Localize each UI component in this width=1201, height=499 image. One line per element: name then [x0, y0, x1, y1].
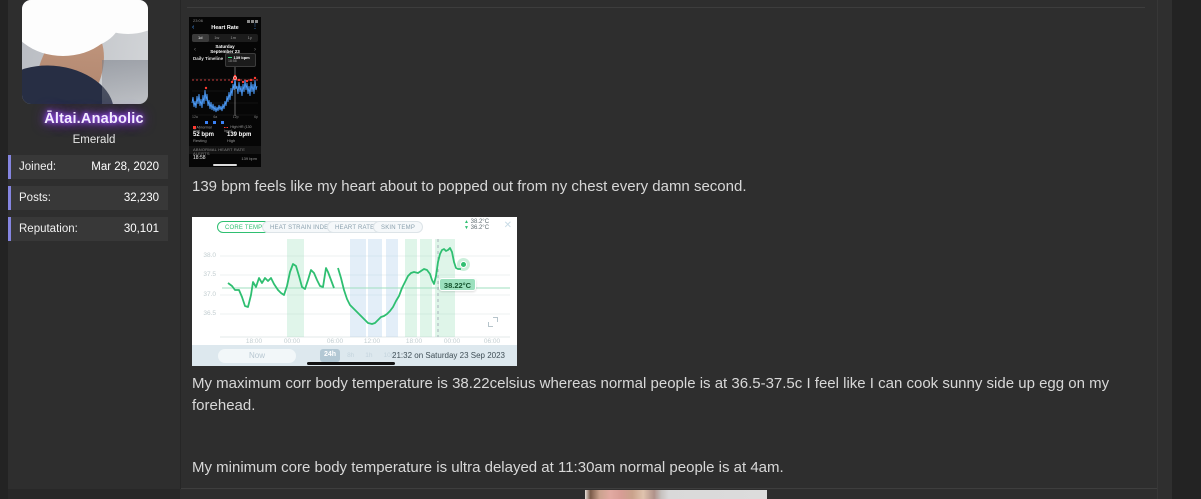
- avatar[interactable]: [22, 0, 148, 104]
- stat-row-joined: Joined: Mar 28, 2020: [8, 155, 168, 179]
- stat-row-reputation: Reputation: 30,101: [8, 217, 168, 241]
- post-paragraph-2: My maximum corr body temperature is 38.2…: [192, 375, 1110, 414]
- min-icon: ▼: [464, 225, 469, 231]
- heart-rate-screenshot-attachment[interactable]: 23:06 ‹ Heart Rate ⋮ 1d 1w 1m 1y ‹ › Sat…: [189, 17, 261, 167]
- chart-timestamp: 21:32 on Saturday 23 Sep 2023: [392, 350, 505, 360]
- post-gap: [8, 489, 180, 499]
- alert-markers: [205, 121, 224, 124]
- phone-status-time: 23:06: [193, 18, 204, 23]
- tab-skin-temp[interactable]: SKIN TEMP: [373, 221, 424, 233]
- post-bottom-divider: [181, 488, 1157, 489]
- x-tick: 06:00: [483, 338, 501, 345]
- post-top-divider: [187, 7, 1145, 8]
- right-rail: [1157, 0, 1172, 499]
- heart-rate-title: Heart Rate: [211, 25, 239, 31]
- x-tick: 00:00: [283, 338, 301, 345]
- post-paragraph-3: My minimum core body temperature is ultr…: [192, 459, 784, 476]
- author-username[interactable]: Āltai.Anabolic: [44, 111, 144, 127]
- y-tick: 38.0: [203, 252, 216, 259]
- abnormal-alert-row: 18:58 139 bpm: [193, 155, 257, 161]
- core-temp-screenshot-attachment[interactable]: CORE TEMP HEAT STRAIN INDEX HEART RATE S…: [192, 217, 517, 366]
- fullscreen-icon[interactable]: [488, 317, 498, 327]
- x-tick: 00:00: [443, 338, 461, 345]
- stat-label: Reputation:: [19, 223, 78, 235]
- heart-rate-x-axis: 12a 6a 12p 6p: [192, 115, 258, 119]
- current-temp-tooltip: 38.22°C: [439, 278, 476, 291]
- y-tick: 37.0: [203, 291, 216, 298]
- x-tick: 12:00: [363, 338, 381, 345]
- sidebar-divider: [180, 0, 181, 489]
- heart-rate-date: Saturday September 23: [210, 44, 240, 54]
- next-day-icon: ›: [254, 47, 256, 53]
- partial-attachment-image[interactable]: [585, 490, 767, 499]
- post-paragraph-1: 139 bpm feels like my heart about to pop…: [192, 178, 747, 195]
- core-temp-chart: [220, 239, 510, 338]
- range-selector[interactable]: 24h 8h 1h 10m: [320, 349, 400, 362]
- y-tick: 36.5: [203, 310, 216, 317]
- menu-icon: ⋮: [252, 24, 258, 30]
- current-point-marker: [457, 258, 470, 271]
- daily-timeline-label: Daily Timeline: [193, 56, 224, 61]
- max-icon: ▲: [464, 219, 469, 225]
- avatar-photo-shadow: [102, 60, 148, 104]
- min-max-readout: ▲ 38.2°C ▼ 36.2°C: [464, 219, 490, 231]
- stat-value: 30,101: [123, 223, 159, 235]
- heart-rate-legend: Abnormal Alert High HR (130 bpm): [193, 125, 259, 134]
- forum-post: Āltai.Anabolic Emerald Joined: Mar 28, 2…: [8, 0, 1172, 499]
- post-author-sidebar: Āltai.Anabolic Emerald Joined: Mar 28, 2…: [8, 0, 180, 499]
- phone-status-icons: [247, 20, 258, 23]
- abnormal-alerts-header: ABNORMAL HEART RATE ALERTS: [189, 146, 261, 156]
- back-icon: ‹: [192, 24, 195, 31]
- post-body: 23:06 ‹ Heart Rate ⋮ 1d 1w 1m 1y ‹ › Sat…: [181, 0, 1157, 499]
- heart-rate-period-tabs: 1d 1w 1m 1y: [192, 34, 258, 42]
- x-tick: 18:00: [245, 338, 263, 345]
- stat-label: Posts:: [19, 192, 51, 204]
- stat-row-posts: Posts: 32,230: [8, 186, 168, 210]
- x-tick: 18:00: [405, 338, 423, 345]
- author-rank-badge: Emerald: [72, 134, 116, 146]
- home-indicator: [307, 362, 395, 365]
- stat-value: Mar 28, 2020: [91, 161, 159, 173]
- stat-label: Joined:: [19, 161, 57, 173]
- x-tick: 06:00: [326, 338, 344, 345]
- resting-hr-stat: 52 bpm Resting: [193, 132, 215, 143]
- y-tick: 37.5: [203, 271, 216, 278]
- heart-rate-tooltip: 139 bpm 18:58: [225, 53, 256, 67]
- chart-bottom-bar: Now 24h 8h 1h 10m 21:32 on Saturday 23 S…: [192, 345, 517, 366]
- high-hr-stat: 139 bpm High: [227, 132, 252, 143]
- home-indicator: [213, 163, 237, 166]
- tab-heat-strain-index[interactable]: HEAT STRAIN INDEX: [262, 221, 341, 233]
- stat-value: 32,230: [123, 192, 159, 204]
- prev-day-icon: ‹: [194, 47, 196, 53]
- close-icon[interactable]: ✕: [503, 220, 512, 231]
- now-button[interactable]: Now: [218, 348, 296, 363]
